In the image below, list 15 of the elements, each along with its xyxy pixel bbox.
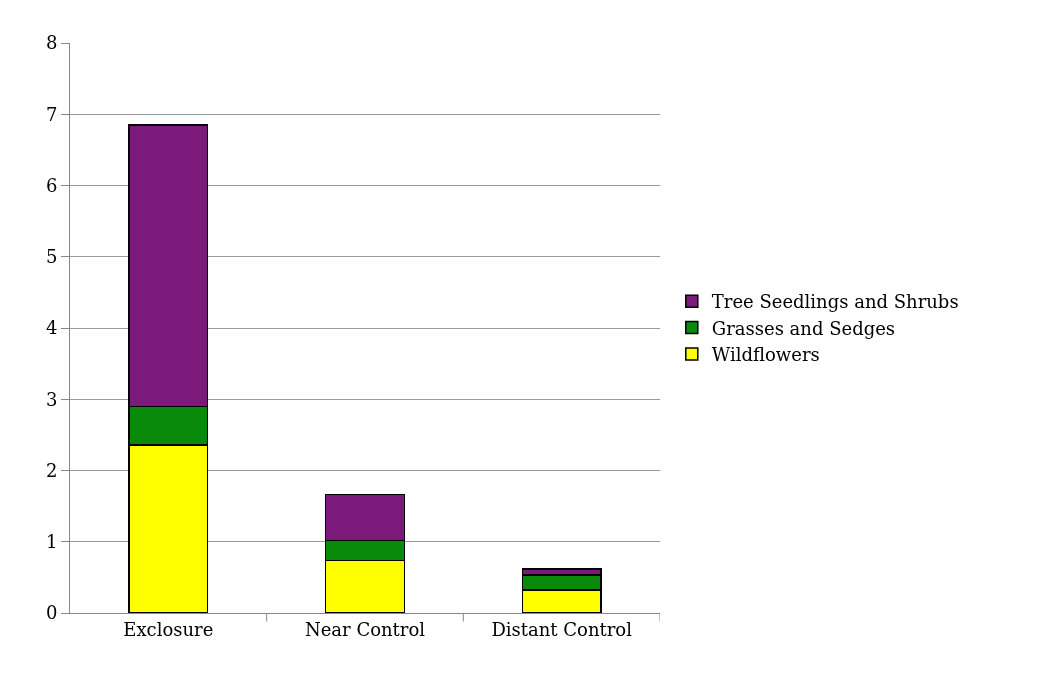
legend-label: Grasses and Sedges (711, 317, 896, 339)
y-tick-label: 4 (45, 317, 58, 339)
legend-label: Wildflowers (711, 344, 820, 366)
y-tick-label: 7 (45, 103, 58, 125)
x-tick-label: Near Control (304, 618, 426, 640)
y-tick-label: 6 (45, 174, 58, 196)
x-tick-label: Exclosure (123, 618, 214, 640)
y-tick-label: 1 (45, 531, 58, 553)
x-tick-label: Distant Control (491, 618, 633, 640)
y-tick-label: 0 (45, 602, 58, 624)
y-tick-label: 8 (45, 32, 58, 54)
y-tick-label: 2 (45, 459, 58, 481)
y-tick-label: 3 (45, 388, 58, 410)
legend-label: Tree Seedlings and Shrubs (711, 291, 959, 313)
y-tick-label: 5 (45, 246, 58, 268)
